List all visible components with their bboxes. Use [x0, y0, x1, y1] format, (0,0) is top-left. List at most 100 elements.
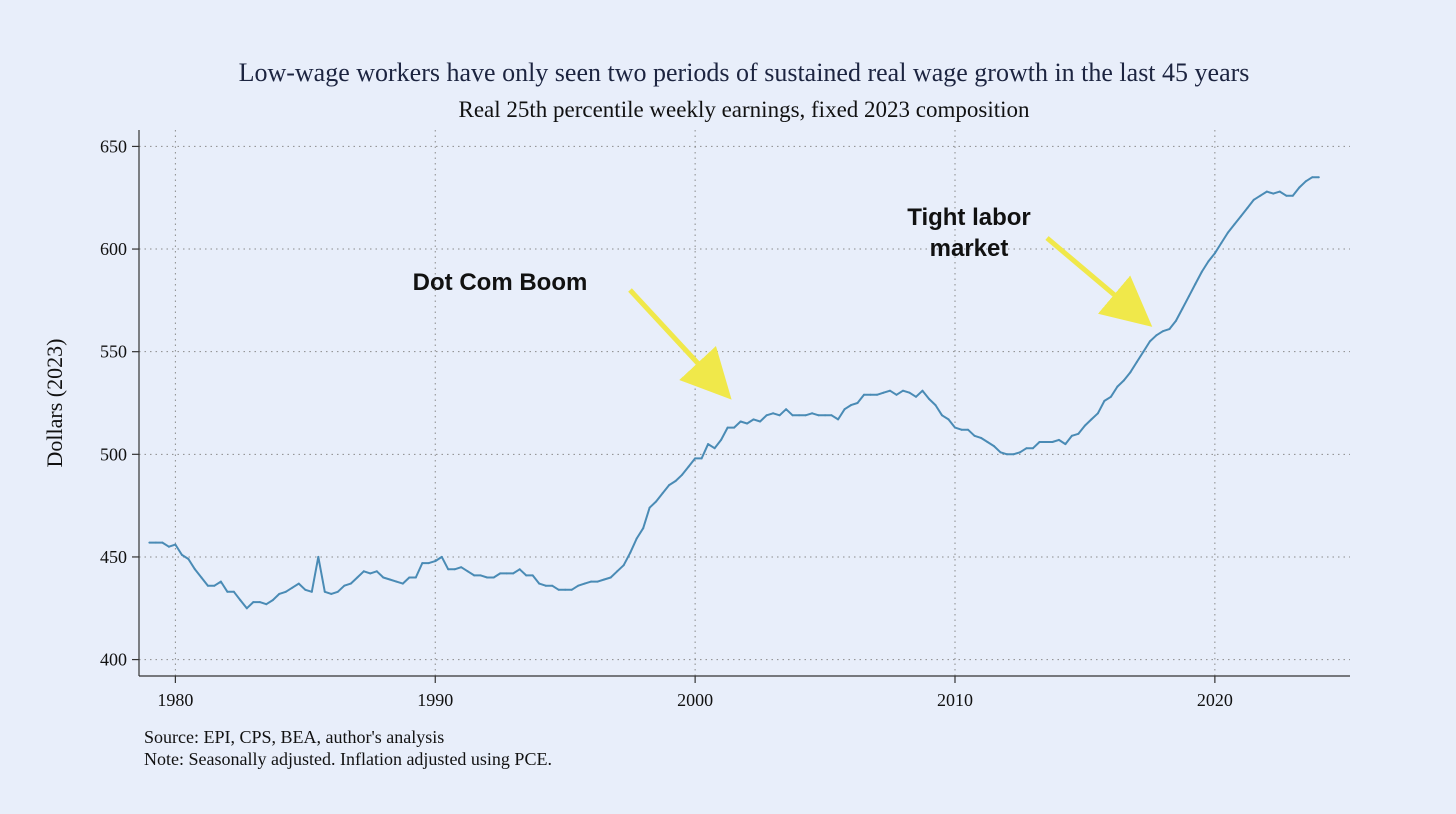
data-point — [388, 578, 391, 581]
x-ticks: 1980 1990 2000 2010 2020 — [157, 676, 1233, 710]
data-point — [330, 592, 333, 595]
data-point — [1057, 438, 1060, 441]
data-point — [213, 584, 216, 587]
data-point — [180, 553, 183, 556]
data-point — [1032, 447, 1034, 450]
data-point — [687, 465, 690, 468]
annotation-tight-labor-arrow — [1045, 236, 1153, 327]
data-point — [148, 541, 151, 544]
data-point — [167, 545, 170, 548]
data-point — [681, 473, 684, 476]
x-tick-label: 2000 — [677, 690, 713, 710]
data-point — [1304, 180, 1307, 183]
data-point — [544, 584, 547, 587]
data-point — [1109, 395, 1112, 398]
data-point — [512, 572, 515, 575]
data-point — [356, 576, 359, 579]
data-point — [895, 393, 898, 396]
series-points — [148, 176, 1320, 610]
data-point — [674, 480, 677, 482]
data-point — [1187, 295, 1190, 298]
data-point — [980, 436, 982, 439]
data-point — [200, 576, 203, 579]
data-point — [193, 568, 196, 571]
data-point — [161, 541, 164, 544]
data-point — [590, 580, 593, 583]
data-point — [817, 414, 820, 417]
data-point — [1083, 424, 1086, 427]
data-point — [986, 441, 989, 443]
data-point — [746, 422, 749, 425]
data-point — [1064, 443, 1067, 446]
data-point — [564, 588, 567, 591]
data-point — [1317, 176, 1320, 179]
data-point — [434, 560, 437, 563]
data-point — [440, 555, 443, 558]
chart-subtitle: Real 25th percentile weekly earnings, fi… — [458, 97, 1030, 122]
data-point — [1045, 441, 1047, 443]
data-point — [206, 584, 209, 587]
data-point — [271, 599, 274, 602]
data-point — [661, 492, 664, 495]
data-point — [1077, 432, 1080, 435]
data-point — [258, 601, 261, 604]
data-point — [492, 576, 495, 579]
y-tick-label: 550 — [100, 342, 127, 362]
data-point — [856, 402, 859, 404]
y-ticks: 400 450 500 550 600 650 — [100, 136, 139, 670]
data-point — [317, 555, 320, 558]
data-point — [629, 551, 632, 554]
data-point — [414, 576, 417, 579]
data-point — [239, 599, 242, 602]
data-point — [648, 506, 651, 509]
data-point — [447, 568, 450, 571]
data-point — [720, 438, 723, 441]
data-point — [642, 527, 645, 530]
data-point — [382, 576, 385, 579]
annotation-dot-com: Dot Com Boom — [413, 269, 732, 400]
data-point — [863, 393, 865, 396]
data-point — [960, 428, 963, 431]
data-point — [804, 414, 807, 417]
y-tick-label: 650 — [100, 136, 127, 156]
data-point — [1207, 260, 1210, 263]
data-point — [336, 590, 339, 593]
data-point — [1012, 453, 1015, 456]
data-point — [934, 404, 937, 407]
data-point — [291, 586, 294, 589]
data-point — [1070, 434, 1073, 437]
data-point — [538, 582, 541, 585]
data-point — [1174, 319, 1177, 322]
data-point — [733, 426, 736, 429]
data-point — [570, 588, 573, 591]
data-point — [1006, 453, 1008, 456]
data-point — [1116, 385, 1119, 388]
data-point — [1194, 282, 1197, 285]
data-point — [902, 389, 904, 392]
data-point — [765, 414, 768, 417]
data-point — [323, 590, 326, 593]
data-point — [1135, 360, 1138, 363]
chart-title: Low-wage workers have only seen two peri… — [239, 58, 1250, 87]
data-point — [1285, 194, 1288, 197]
axes — [138, 130, 1350, 677]
data-point — [1278, 190, 1281, 193]
data-point — [421, 562, 424, 565]
data-point — [1103, 399, 1106, 402]
data-point — [1272, 192, 1275, 195]
data-point — [1252, 198, 1255, 201]
data-point — [850, 404, 852, 407]
data-point — [245, 607, 248, 610]
y-axis-label: Dollars (2023) — [42, 339, 67, 468]
data-point — [882, 391, 885, 394]
y-tick-label: 500 — [100, 444, 127, 464]
data-point — [486, 576, 489, 579]
data-point — [752, 418, 755, 421]
data-point — [466, 570, 469, 573]
data-point — [759, 420, 762, 423]
data-point — [1200, 270, 1203, 273]
data-point — [1129, 371, 1132, 374]
data-point — [772, 412, 775, 415]
data-point — [265, 603, 268, 606]
y-tick-label: 450 — [100, 547, 127, 567]
